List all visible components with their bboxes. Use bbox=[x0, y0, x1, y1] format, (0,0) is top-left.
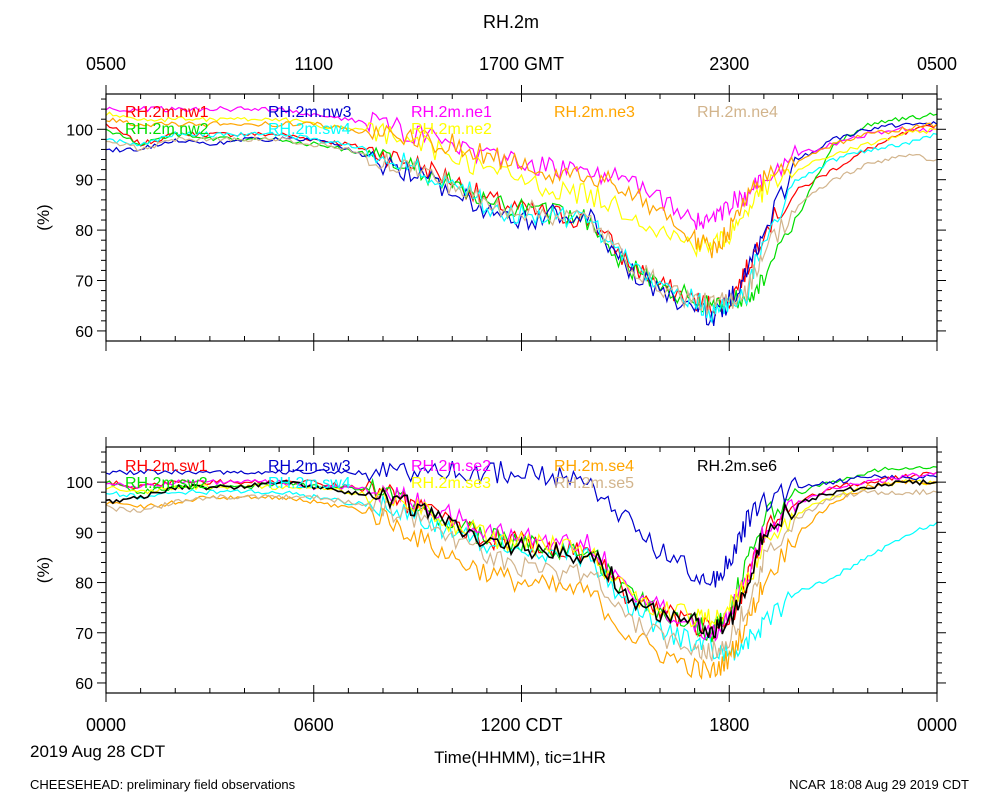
legend-entry-RH.2m.ne4: RH.2m.ne4 bbox=[697, 104, 778, 121]
legend-entry-RH.2m.nw1: RH.2m.nw1 bbox=[125, 104, 209, 121]
date-label: 2019 Aug 28 CDT bbox=[30, 742, 165, 761]
legend-entry-RH.2m.ne1: RH.2m.ne1 bbox=[411, 104, 492, 121]
bottom-x-tick-label: 1200 CDT bbox=[480, 715, 562, 735]
legend-entry-RH.2m.sw4: RH.2m.sw4 bbox=[268, 475, 351, 492]
legend-entry-RH.2m.se6: RH.2m.se6 bbox=[697, 458, 777, 475]
series-line-RH.2m.se2 bbox=[105, 471, 938, 642]
y-tick-label: 70 bbox=[75, 626, 93, 643]
y-axis-label: (%) bbox=[34, 557, 53, 583]
legend-entry-RH.2m.sw2: RH.2m.sw2 bbox=[125, 475, 208, 492]
y-tick-label: 60 bbox=[75, 324, 93, 341]
legend-entry-RH.2m.se5: RH.2m.se5 bbox=[554, 475, 634, 492]
series-line-RH.2m.nw1 bbox=[105, 123, 938, 317]
plot-frame bbox=[105, 446, 938, 694]
series-line-RH.2m.nw3 bbox=[105, 121, 938, 326]
series-line-RH.2m.nw2 bbox=[105, 112, 938, 313]
legend-entry-RH.2m.se2: RH.2m.se2 bbox=[411, 458, 491, 475]
y-tick-label: 80 bbox=[75, 223, 93, 240]
series-line-RH.2m.se3 bbox=[105, 478, 938, 628]
legend-entry-RH.2m.se3: RH.2m.se3 bbox=[411, 475, 491, 492]
legend-entry-RH.2m.ne3: RH.2m.ne3 bbox=[554, 104, 635, 121]
series-line-RH.2m.sw4 bbox=[105, 131, 938, 324]
legend-entry-RH.2m.nw2: RH.2m.nw2 bbox=[125, 121, 209, 138]
y-tick-label: 60 bbox=[75, 676, 93, 693]
legend-entry-RH.2m.se4: RH.2m.se4 bbox=[554, 458, 634, 475]
series-line-RH.2m.ne4 bbox=[105, 136, 938, 315]
x-axis-label: Time(HHMM), tic=1HR bbox=[434, 748, 606, 767]
top-x-tick-label: 2300 bbox=[709, 54, 749, 74]
bottom-x-tick-label: 0000 bbox=[86, 715, 126, 735]
series-line-RH.2m.sw2 bbox=[105, 465, 938, 643]
y-tick-label: 70 bbox=[75, 274, 93, 291]
chart-title: RH.2m bbox=[483, 12, 539, 32]
series-line-RH.2m.ne2 bbox=[105, 111, 938, 258]
y-axis-label: (%) bbox=[34, 204, 53, 230]
top-x-tick-label: 1100 bbox=[294, 54, 333, 74]
footer-left: CHEESEHEAD: preliminary field observatio… bbox=[30, 777, 296, 792]
series-line-RH.2m.se5 bbox=[105, 488, 938, 662]
series-line-RH.2m.se6 bbox=[105, 478, 938, 639]
top-x-tick-label: 1700 GMT bbox=[479, 54, 564, 74]
series-line-RH.2m.se4 bbox=[105, 479, 938, 680]
series-line-RH.2m.sw1 bbox=[105, 471, 938, 640]
series-line-RH.2m.ne1 bbox=[105, 105, 938, 230]
series-line-RH.2m.sw3 bbox=[105, 460, 938, 588]
legend-entry-RH.2m.sw1: RH.2m.sw1 bbox=[125, 458, 208, 475]
bottom-x-tick-label: 1800 bbox=[709, 715, 749, 735]
bottom-x-tick-label: 0600 bbox=[294, 715, 334, 735]
legend-entry-RH.2m.nw3: RH.2m.nw3 bbox=[268, 104, 352, 121]
y-tick-label: 100 bbox=[66, 122, 93, 139]
top-x-tick-label: 0500 bbox=[917, 54, 957, 74]
legend-entry-RH.2m.sw3: RH.2m.sw3 bbox=[268, 458, 351, 475]
y-tick-label: 90 bbox=[75, 525, 93, 542]
bottom-x-tick-label: 0000 bbox=[917, 715, 957, 735]
y-tick-label: 90 bbox=[75, 173, 93, 190]
y-tick-label: 100 bbox=[66, 475, 93, 492]
top-x-tick-label: 0500 bbox=[86, 54, 126, 74]
y-tick-label: 80 bbox=[75, 576, 93, 593]
chart-panels: RH.2m.nw1RH.2m.nw2RH.2m.nw3RH.2m.sw4RH.2… bbox=[34, 54, 957, 735]
footer-right: NCAR 18:08 Aug 29 2019 CDT bbox=[789, 777, 969, 792]
series-line-RH.2m.sw4 bbox=[105, 488, 938, 662]
legend-entry-RH.2m.sw4: RH.2m.sw4 bbox=[268, 121, 351, 138]
plot-frame bbox=[105, 93, 938, 342]
legend-entry-RH.2m.ne2: RH.2m.ne2 bbox=[411, 121, 492, 138]
series-line-RH.2m.ne3 bbox=[105, 117, 938, 259]
